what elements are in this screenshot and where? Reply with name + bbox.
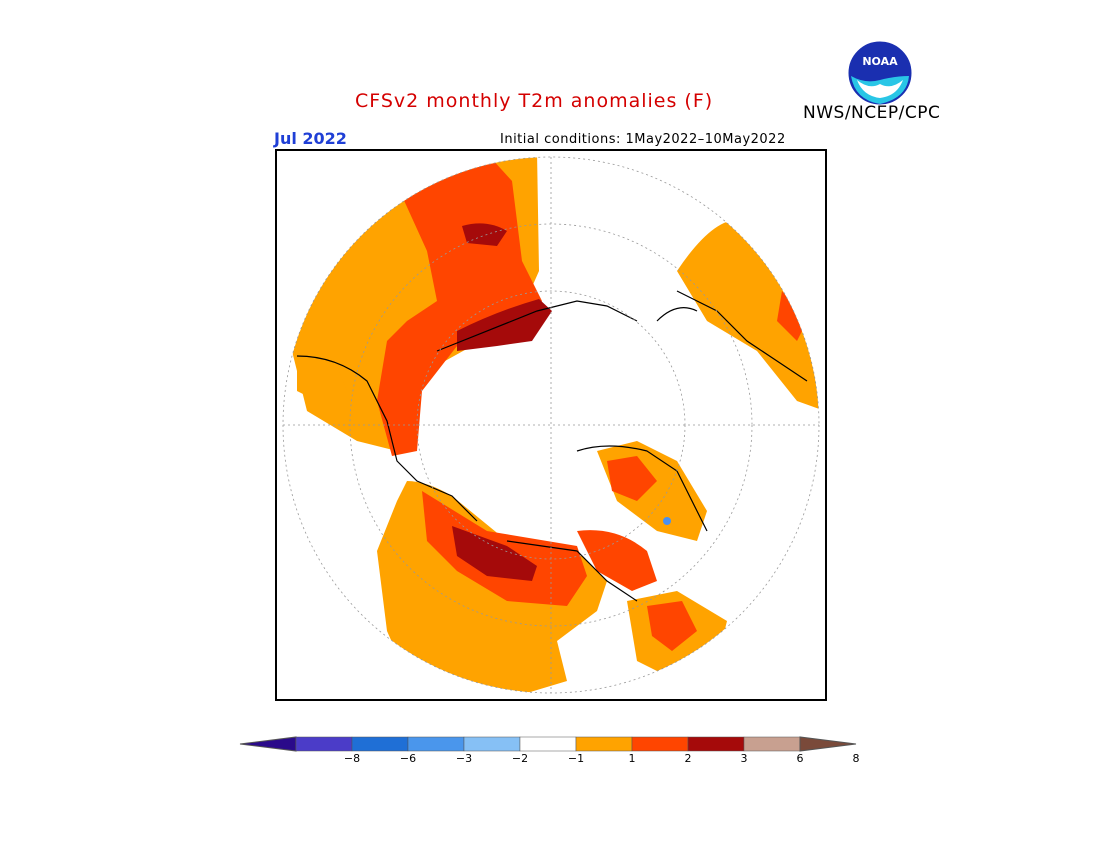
colorbar-segment xyxy=(743,736,801,752)
mideast-warm-1-2 xyxy=(677,219,819,411)
colorbar-segment xyxy=(407,736,465,752)
polar-anomaly-map xyxy=(275,149,827,701)
colorbar-segment xyxy=(295,736,353,752)
eurasia-warm-3-6-b xyxy=(457,299,552,351)
europe-right-warm-2-3 xyxy=(607,456,657,501)
namerica-warm-3-6 xyxy=(452,526,537,581)
colorbar-tick-label: −1 xyxy=(567,752,585,765)
colorbar-segment xyxy=(351,736,409,752)
colorbar-segment xyxy=(463,736,521,752)
colorbar-arrow-left xyxy=(239,736,297,752)
initial-conditions: Initial conditions: 1May2022–10May2022 xyxy=(500,132,786,147)
colorbar-tick-label: −8 xyxy=(343,752,361,765)
colorbar xyxy=(239,736,857,752)
canada-east-warm-2-3 xyxy=(647,601,697,651)
colorbar-arrow-right xyxy=(799,736,857,752)
colorbar-tick-label: −3 xyxy=(455,752,473,765)
noaa-logo: NOAA xyxy=(847,40,913,106)
forecast-month: Jul 2022 xyxy=(274,129,347,148)
colorbar-segment xyxy=(631,736,689,752)
cool-anomaly-spot xyxy=(663,517,671,525)
svg-text:NOAA: NOAA xyxy=(862,55,898,68)
colorbar-tick-label: 3 xyxy=(740,752,748,765)
colorbar-tick-label: 8 xyxy=(852,752,860,765)
anomaly-shading xyxy=(292,157,819,693)
colorbar-tick-label: 6 xyxy=(796,752,804,765)
colorbar-segment xyxy=(519,736,577,752)
greenland-east-warm xyxy=(577,530,657,591)
colorbar-segment xyxy=(575,736,633,752)
colorbar-tick-label: −6 xyxy=(399,752,417,765)
colorbar-tick-label: 2 xyxy=(684,752,692,765)
coastlines xyxy=(296,290,808,602)
eurasia-warm-3-6-a xyxy=(462,223,507,246)
europe-warm-1-2 xyxy=(297,361,347,401)
mideast-warm-2-3 xyxy=(777,291,807,341)
map-title: CFSv2 monthly T2m anomalies (F) xyxy=(355,90,714,112)
colorbar-tick-label: 1 xyxy=(628,752,636,765)
colorbar-tick-label: −2 xyxy=(511,752,529,765)
agency-label: NWS/NCEP/CPC xyxy=(803,103,941,123)
colorbar-segment xyxy=(687,736,745,752)
graticule xyxy=(282,156,820,694)
